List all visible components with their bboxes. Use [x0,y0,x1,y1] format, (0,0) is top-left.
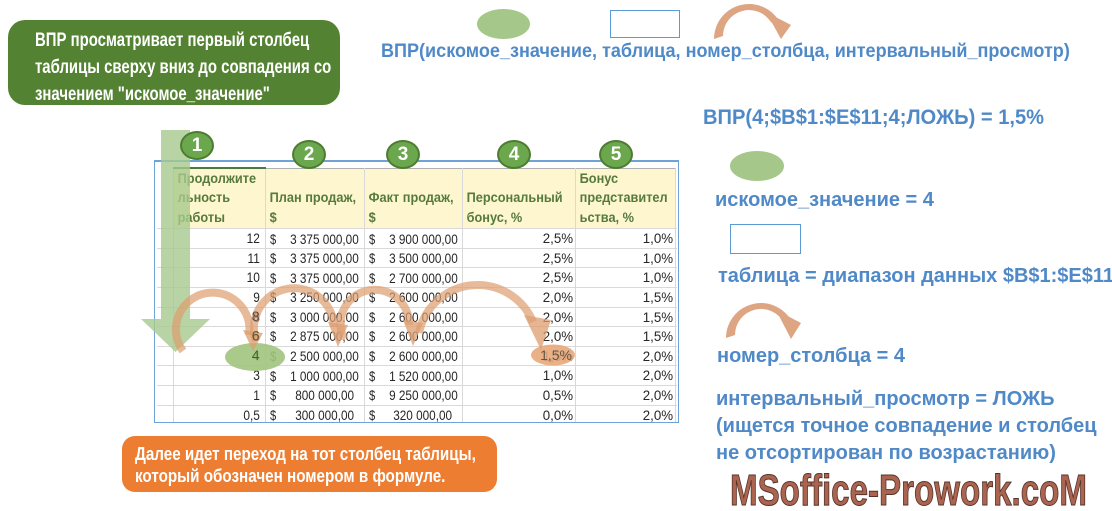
svg-text:MSoffice-Prowork.coM: MSoffice-Prowork.coM [730,466,1087,511]
